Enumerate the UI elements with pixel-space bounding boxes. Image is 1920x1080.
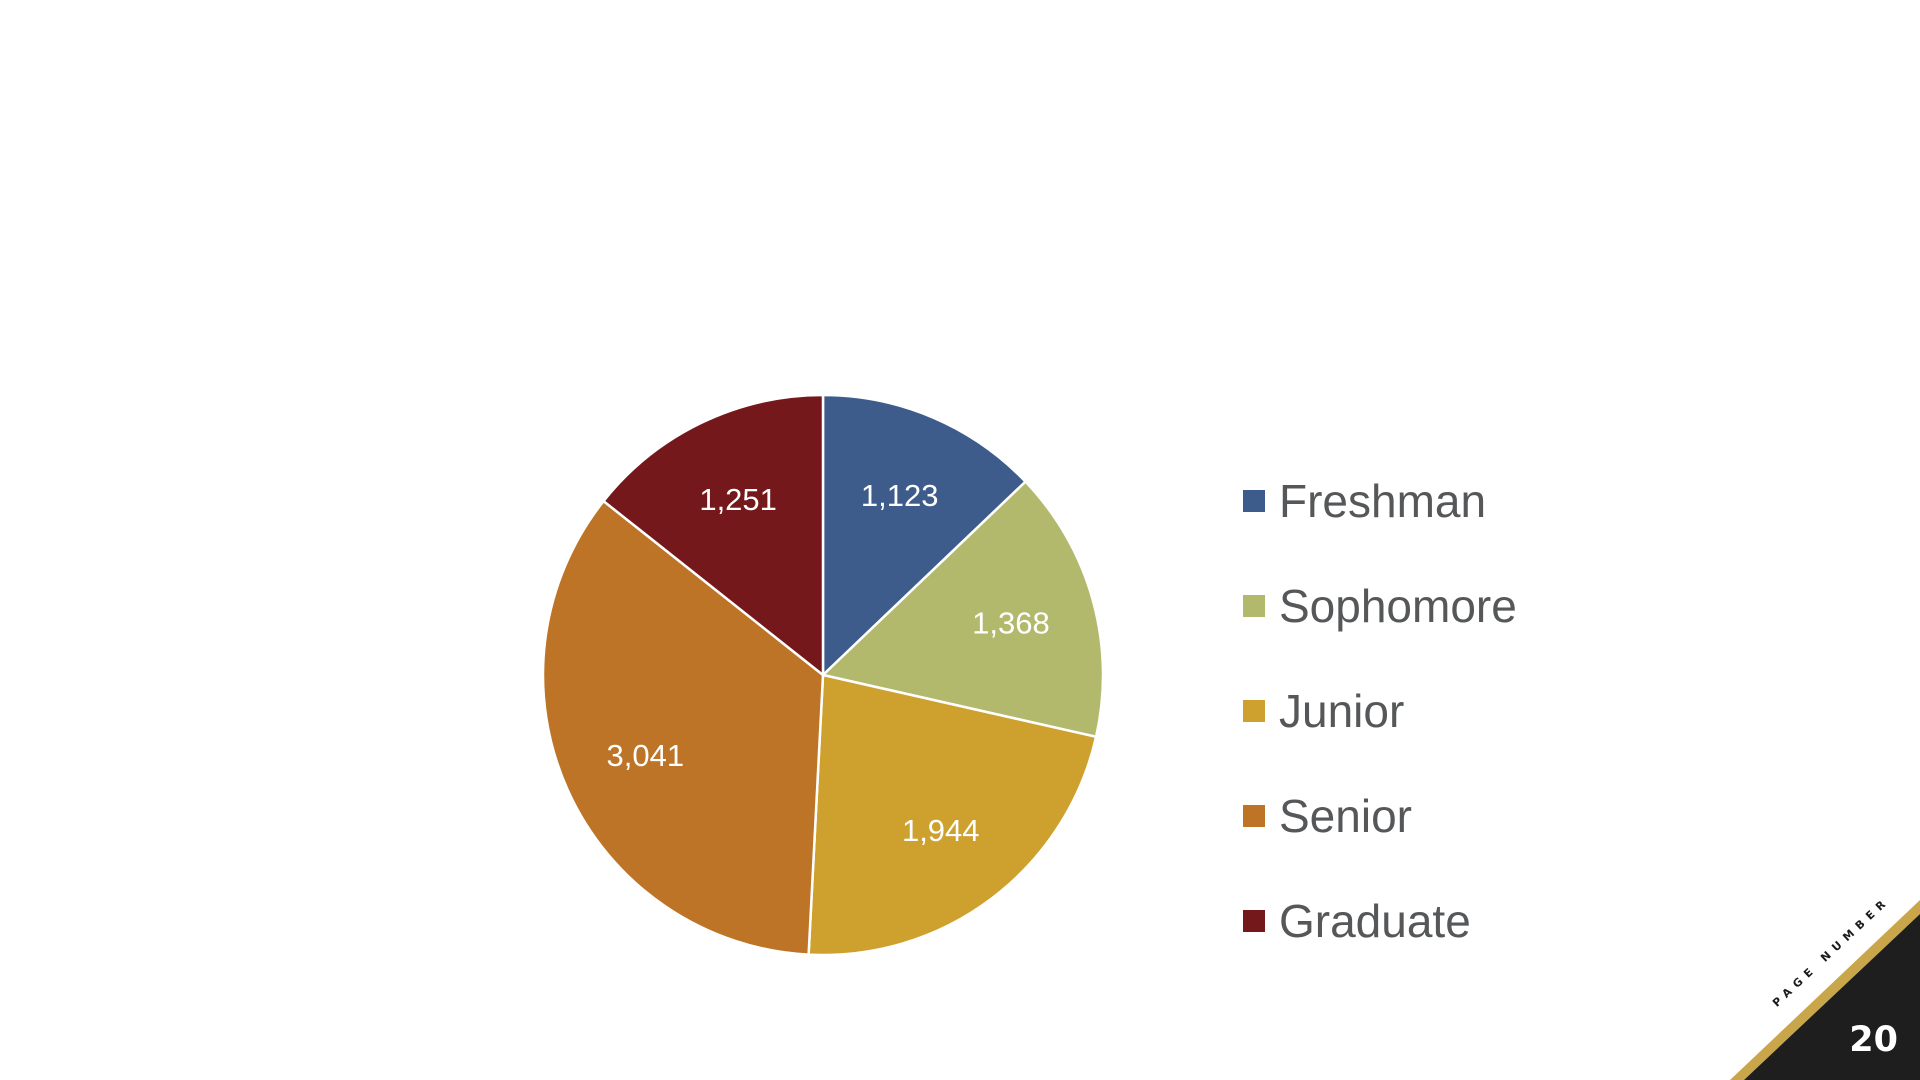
legend-swatch <box>1243 489 1265 512</box>
legend-label: Senior <box>1279 789 1412 842</box>
legend-item-graduate: Graduate <box>1243 868 1517 973</box>
pie-slice-sophomore <box>820 479 1105 739</box>
legend-label: Junior <box>1279 684 1405 737</box>
pie-value-label-graduate: 1,251 <box>699 482 777 517</box>
page-number: 20 <box>1849 1020 1898 1060</box>
legend-label: Freshman <box>1279 474 1487 527</box>
pie-slice-junior <box>807 673 1098 957</box>
corner-gold-stripe <box>1730 900 1920 1080</box>
legend-item-sophomore: Sophomore <box>1243 553 1517 658</box>
pie-slice-freshman <box>821 393 1028 678</box>
pie-value-label-freshman: 1,123 <box>861 478 939 513</box>
pie-value-labels: 1,123 1,368 1,944 3,041 1,251 <box>607 478 1050 848</box>
pie-value-label-sophomore: 1,368 <box>972 606 1050 641</box>
pie-slice-graduate <box>601 393 825 678</box>
legend-swatch <box>1243 909 1265 932</box>
legend-item-senior: Senior <box>1243 763 1517 868</box>
pie-slices <box>541 393 1105 957</box>
legend-item-freshman: Freshman <box>1243 448 1517 553</box>
legend-swatch <box>1243 804 1265 827</box>
corner-decoration <box>1730 900 1920 1080</box>
legend-item-junior: Junior <box>1243 658 1517 763</box>
legend-swatch <box>1243 594 1265 617</box>
pie-slice-senior <box>541 499 825 956</box>
pie-value-label-junior: 1,944 <box>902 813 980 848</box>
corner-dark-triangle <box>1744 914 1920 1080</box>
legend-label: Graduate <box>1279 894 1471 947</box>
page-number-corner <box>1730 900 1920 1080</box>
chart-legend: Freshman Sophomore Junior Senior Graduat… <box>1243 448 1517 973</box>
legend-label: Sophomore <box>1279 579 1517 632</box>
pie-value-label-senior: 3,041 <box>607 738 685 773</box>
legend-swatch <box>1243 699 1265 722</box>
